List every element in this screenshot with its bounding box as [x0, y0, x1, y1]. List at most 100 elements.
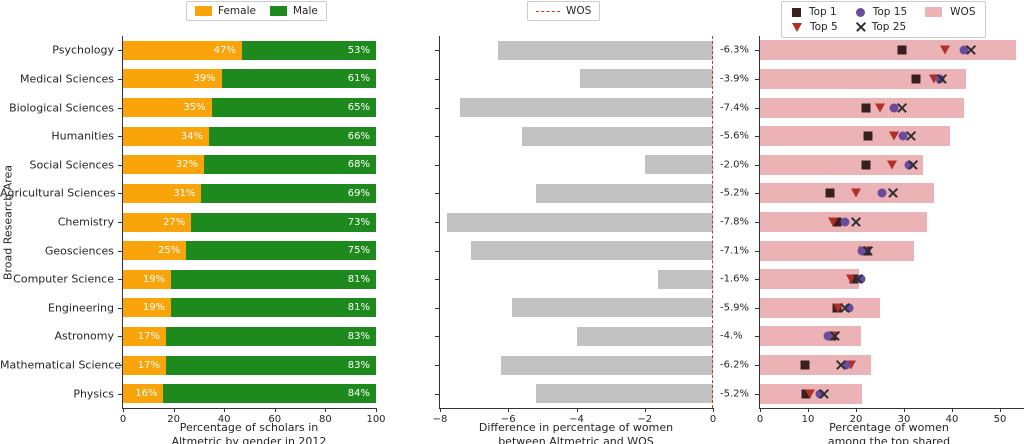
wos-line-legend: WOS	[527, 1, 601, 21]
wos-bar	[760, 40, 1016, 61]
top15-marker	[823, 331, 833, 341]
x-tick-label: 0	[709, 414, 717, 425]
wos-dashed-line-icon	[536, 10, 560, 12]
y-tick-mark	[755, 279, 759, 281]
y-tick-mark	[435, 279, 439, 281]
x-tick-mark	[904, 408, 905, 412]
top15-marker	[877, 188, 887, 198]
female-bar-segment	[123, 241, 187, 261]
y-tick-mark	[755, 107, 759, 109]
female-bar-label: 35%	[183, 102, 206, 114]
diff-bar-label: -7.8%	[720, 216, 750, 228]
top1-marker	[861, 103, 871, 113]
x-tick-label: −8	[432, 414, 448, 425]
male-bar-segment	[171, 269, 376, 289]
y-tick-mark	[118, 193, 122, 195]
wos-bar	[760, 154, 924, 175]
top5-marker	[851, 188, 861, 198]
x-tick-mark	[274, 408, 276, 412]
male-bar-segment	[203, 155, 376, 175]
y-tick-mark	[435, 222, 439, 223]
top5-marker	[832, 303, 843, 313]
female-bar-segment	[123, 183, 202, 203]
y-tick-mark	[435, 50, 439, 52]
top25-marker	[863, 246, 873, 256]
category-label: Humanities	[51, 129, 114, 143]
top1-marker	[863, 131, 873, 141]
y-tick-mark	[755, 193, 759, 195]
male-bar-label: 73%	[347, 216, 370, 228]
male-swatch	[269, 6, 287, 16]
diff-bar	[658, 269, 713, 289]
x-tick-mark	[856, 408, 857, 412]
male-bar-label: 83%	[347, 359, 370, 371]
diff-bar	[579, 69, 713, 89]
y-tick-mark	[755, 78, 759, 80]
top25-marker	[897, 103, 907, 113]
top25-marker	[937, 74, 947, 84]
diff-bar	[511, 298, 713, 318]
female-bar-segment	[123, 298, 172, 318]
diff-bar	[535, 384, 713, 404]
wos-bar	[760, 269, 859, 290]
male-legend-label: Male	[292, 5, 318, 17]
x-tick-label: 50	[993, 414, 1007, 425]
y-tick-mark	[435, 136, 439, 138]
diff-x-axis-label: Difference in percentage of women betwee…	[478, 421, 674, 444]
y-tick-mark	[118, 365, 122, 367]
female-bar-segment	[123, 40, 242, 60]
y-tick-mark	[435, 336, 439, 338]
top1-marker	[911, 74, 921, 84]
top15-marker	[857, 246, 867, 256]
y-tick-mark	[118, 50, 122, 52]
top1-marker	[861, 160, 871, 170]
top1-marker	[897, 45, 907, 55]
y-tick-mark	[755, 336, 759, 338]
category-label: Agricultural Sciences	[0, 186, 116, 200]
x-tick-mark	[224, 408, 226, 412]
diff-bar	[446, 212, 713, 232]
panel-gender-plot: 47% 53% 39% 61% 35% 65% 34% 66% 32% 68% 31% 69% 27% 7…	[118, 36, 386, 425]
y-tick-mark	[435, 164, 439, 166]
top15-marker	[889, 103, 899, 113]
female-bar-segment	[123, 269, 172, 289]
top15-marker	[898, 131, 908, 141]
wos-line-legend-label: WOS	[566, 5, 592, 17]
top25-x-icon	[856, 22, 866, 32]
x-tick-mark	[760, 408, 761, 412]
x-tick-mark	[952, 408, 953, 412]
category-label: Computer Science	[13, 272, 114, 286]
y-tick-mark	[435, 193, 439, 195]
legend-item-top1: Top 1	[792, 6, 838, 18]
diff-bar-label: -2.0%	[720, 159, 750, 171]
category-label: Medical Sciences	[19, 72, 114, 86]
y-tick-mark	[755, 307, 759, 309]
top1-legend-label: Top 1	[809, 6, 837, 18]
diff-bar-label: -5.9%	[720, 302, 750, 314]
x-tick-label: 0	[756, 414, 764, 425]
y-tick-mark	[755, 164, 759, 166]
diff-bar-label: -1.6%	[720, 273, 750, 285]
x-tick-mark	[644, 408, 646, 412]
y-tick-mark	[755, 250, 759, 252]
wos-bar	[760, 240, 915, 261]
legend-item-top5: Top 5	[792, 21, 838, 33]
legend-item-wos-line: WOS	[536, 5, 591, 17]
x-tick-label: 60	[268, 414, 282, 425]
female-bar-label: 19%	[142, 273, 166, 285]
female-bar-label: 17%	[137, 330, 160, 342]
diff-bar-label: -7.4%	[720, 102, 750, 114]
diff-bar-label: -5.2%	[720, 388, 750, 400]
category-label: Geosciences	[44, 244, 114, 258]
legend-item-top15: Top 15	[855, 6, 907, 18]
x-tick-label: −2	[637, 414, 653, 425]
female-bar-label: 25%	[158, 245, 181, 257]
category-label: Biological Sciences	[9, 101, 114, 115]
y-tick-mark	[435, 78, 439, 80]
y-tick-mark	[118, 307, 122, 309]
wos-bar	[760, 297, 880, 318]
category-label: Chemistry	[57, 215, 114, 229]
top25-marker	[908, 160, 918, 170]
male-bar-label: 81%	[347, 302, 370, 314]
category-label: Mathematical Sciences	[0, 358, 127, 372]
